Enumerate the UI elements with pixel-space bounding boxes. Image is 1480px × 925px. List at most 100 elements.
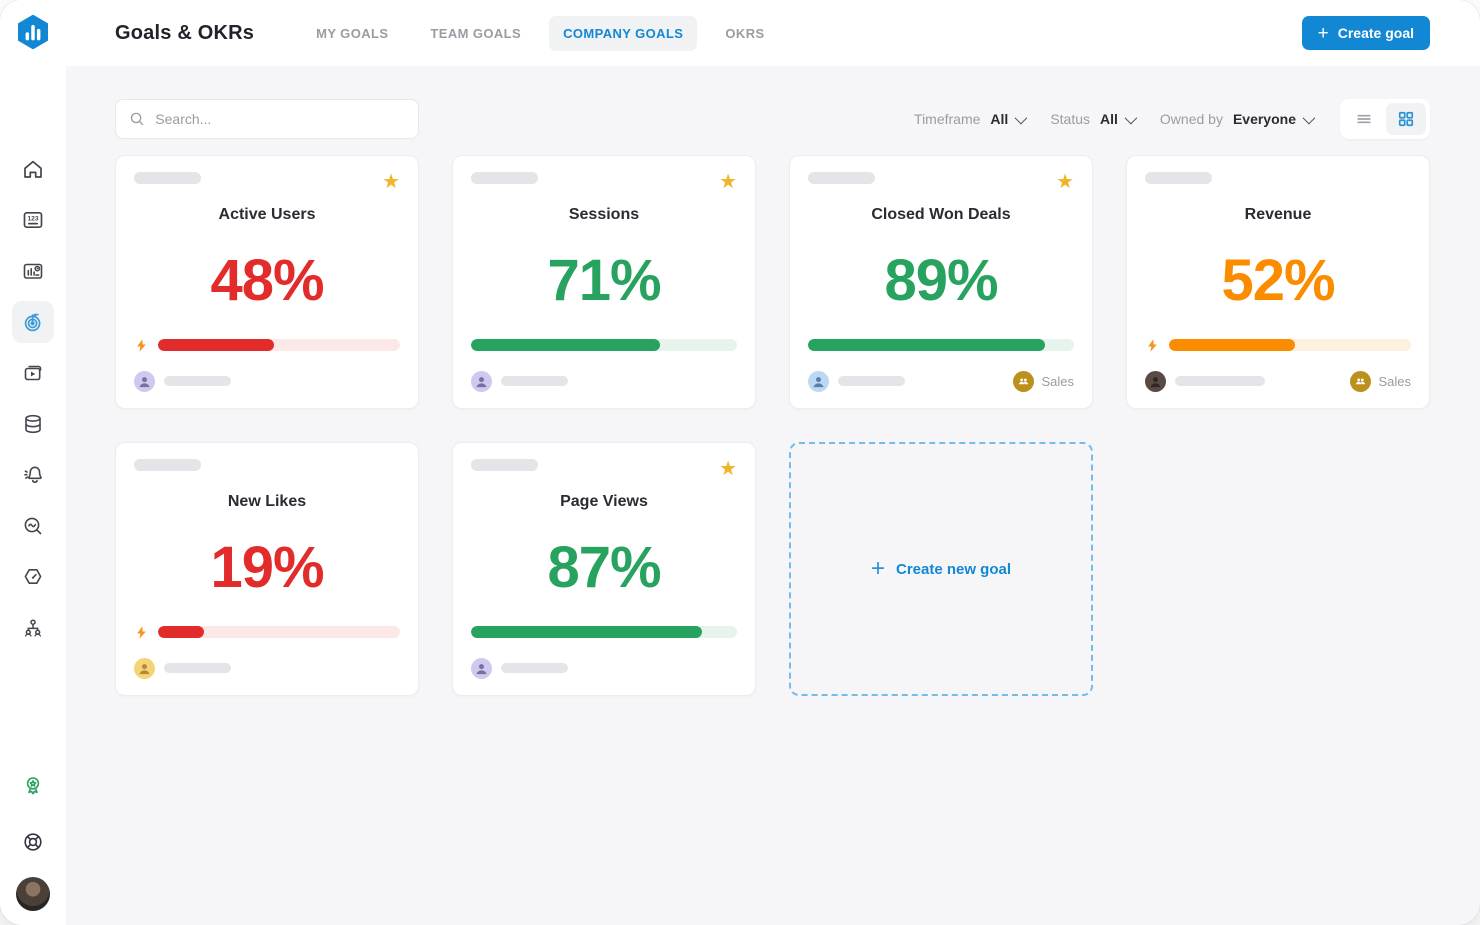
app-logo <box>13 12 53 52</box>
sidebar-item-achievements[interactable] <box>12 765 54 807</box>
sidebar-item-org-chart[interactable] <box>12 607 54 649</box>
calculator-icon: 123 <box>23 211 43 229</box>
tab-okrs[interactable]: OKRS <box>711 16 778 51</box>
sidebar-item-insights[interactable] <box>12 505 54 547</box>
star-icon[interactable]: ★ <box>719 458 737 480</box>
create-new-goal-tile[interactable]: + Create new goal <box>789 442 1093 696</box>
goal-value: 52% <box>1221 247 1335 313</box>
sidebar-item-notifications[interactable] <box>12 454 54 496</box>
goals-target-icon <box>24 313 41 332</box>
plus-icon: + <box>870 555 885 582</box>
goal-value: 71% <box>547 247 661 313</box>
sidebar-item-help[interactable] <box>12 821 54 863</box>
sidebar-item-home[interactable] <box>12 148 54 190</box>
owner-name-skeleton <box>501 663 568 673</box>
goal-card[interactable]: ★ Closed Won Deals 89% Sales <box>789 155 1093 409</box>
page-title: Goals & OKRs <box>115 21 255 44</box>
progress-track <box>158 339 400 351</box>
star-icon[interactable]: ★ <box>1056 171 1074 193</box>
owner-avatar <box>471 370 492 392</box>
database-icon <box>25 414 41 434</box>
list-view-button[interactable] <box>1344 103 1384 135</box>
grid-view-button[interactable] <box>1386 103 1426 135</box>
star-icon[interactable]: ★ <box>382 171 400 193</box>
sidebar-item-calculator[interactable]: 123 <box>12 199 54 241</box>
tab-team-goals[interactable]: TEAM GOALS <box>416 16 535 51</box>
goal-title: Active Users <box>218 206 316 223</box>
owner-name-skeleton <box>164 663 231 673</box>
owner-avatar <box>808 370 829 392</box>
view-toggle <box>1340 99 1430 139</box>
award-icon <box>26 777 40 795</box>
goal-title: Sessions <box>568 206 640 223</box>
bolt-icon <box>134 623 149 641</box>
progress-fill <box>158 339 275 351</box>
progress-fill <box>471 339 660 351</box>
tab-company-goals[interactable]: COMPANY GOALS <box>549 15 698 51</box>
owner-avatar <box>134 370 155 392</box>
goal-card[interactable]: ★ Page Views 87% <box>452 442 756 696</box>
timeframe-label: Timeframe <box>914 111 981 127</box>
sidebar: 123 <box>0 0 66 925</box>
status-label: Status <box>1050 111 1091 127</box>
goal-card[interactable]: ★ Sessions 71% <box>452 155 756 409</box>
sidebar-item-reports[interactable] <box>12 250 54 292</box>
create-goal-button[interactable]: + Create goal <box>1301 16 1430 50</box>
search-box <box>115 99 419 139</box>
create-goal-label: Create goal <box>1337 25 1414 41</box>
goal-value: 48% <box>210 247 324 313</box>
team-icon <box>1013 370 1035 392</box>
progress-track <box>1169 339 1411 351</box>
progress-track <box>808 339 1074 351</box>
star-icon[interactable]: ★ <box>719 171 737 193</box>
goal-value: 19% <box>210 534 324 600</box>
bar-chart-hexagon-logo <box>18 14 48 50</box>
goal-card[interactable]: ★ Active Users 48% <box>115 155 419 409</box>
owner-name-skeleton <box>501 376 568 386</box>
progress-fill <box>1169 339 1295 351</box>
sidebar-item-gauge[interactable] <box>12 556 54 598</box>
goal-value: 87% <box>547 534 661 600</box>
progress-fill <box>471 626 703 638</box>
sidebar-bottom <box>12 765 54 911</box>
chevron-down-icon <box>1302 111 1316 124</box>
filters: Timeframe All Status All Owned by Everyo… <box>914 111 1316 127</box>
goal-meta-skeleton <box>471 459 538 471</box>
status-filter[interactable]: Status All <box>1050 111 1138 127</box>
progress-track <box>158 626 400 638</box>
team-badge: Sales <box>1013 370 1074 392</box>
goal-card[interactable]: ★ Revenue 52% Sales <box>1126 155 1430 409</box>
goal-title: Page Views <box>560 493 648 510</box>
search-icon <box>130 112 144 126</box>
search-input[interactable] <box>155 111 405 127</box>
team-label: Sales <box>1041 373 1074 389</box>
user-avatar[interactable] <box>16 877 50 911</box>
sidebar-item-goals[interactable] <box>12 301 54 343</box>
tab-my-goals[interactable]: MY GOALS <box>302 16 402 51</box>
owned-by-filter[interactable]: Owned by Everyone <box>1160 111 1316 127</box>
progress-track <box>471 626 737 638</box>
list-view-icon <box>1357 114 1371 124</box>
team-label: Sales <box>1378 373 1411 389</box>
header: Goals & OKRs MY GOALS TEAM GOALS COMPANY… <box>0 0 1480 66</box>
goal-title: Closed Won Deals <box>871 206 1011 223</box>
bolt-icon <box>134 336 149 354</box>
team-badge: Sales <box>1350 370 1411 392</box>
goal-title: Revenue <box>1244 206 1312 223</box>
help-buoy-icon <box>24 833 42 851</box>
filter-bar: Timeframe All Status All Owned by Everyo… <box>115 99 1430 139</box>
sidebar-nav: 123 <box>12 148 54 649</box>
progress-fill <box>808 339 1045 351</box>
goal-card[interactable]: ★ New Likes 19% <box>115 442 419 696</box>
report-chart-icon <box>23 263 43 279</box>
timeframe-filter[interactable]: Timeframe All <box>914 111 1028 127</box>
insights-search-icon <box>24 517 42 535</box>
sidebar-item-database[interactable] <box>12 403 54 445</box>
grid-view-icon <box>1398 111 1414 127</box>
main-content: Timeframe All Status All Owned by Everyo… <box>66 66 1480 925</box>
goals-grid: ★ Active Users 48% ★ Sess <box>115 155 1430 696</box>
owner-name-skeleton <box>1175 376 1265 386</box>
bolt-icon <box>1145 336 1160 354</box>
sidebar-item-videos[interactable] <box>12 352 54 394</box>
